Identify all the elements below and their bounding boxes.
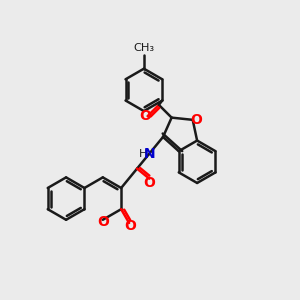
Text: O: O <box>124 220 136 233</box>
Text: N: N <box>144 147 156 161</box>
Text: O: O <box>97 215 109 229</box>
Text: H: H <box>139 149 147 159</box>
Text: O: O <box>143 176 155 190</box>
Text: O: O <box>139 109 151 123</box>
Text: O: O <box>190 113 202 127</box>
Text: CH₃: CH₃ <box>133 43 154 52</box>
